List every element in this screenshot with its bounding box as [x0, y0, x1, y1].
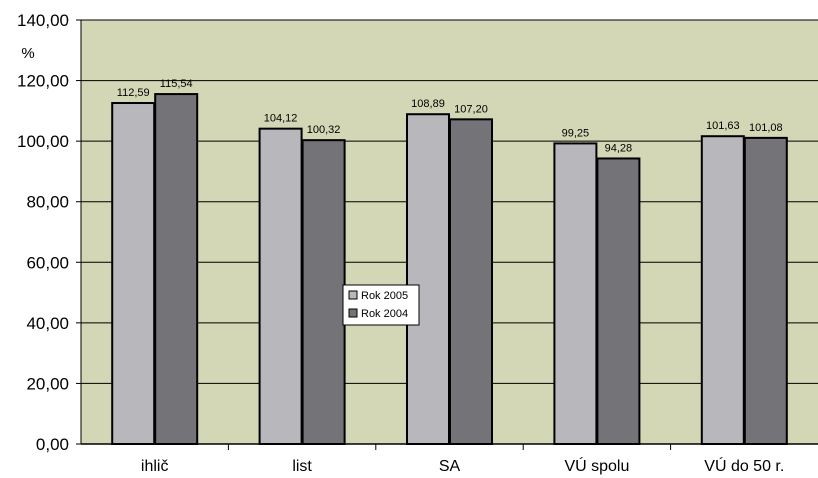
data-label: 101,63 — [706, 120, 740, 132]
bar — [301, 139, 346, 446]
data-label: 104,12 — [264, 113, 298, 125]
bar — [700, 135, 745, 445]
x-tick-label: SA — [439, 458, 461, 475]
x-tick-label: ihlič — [141, 458, 169, 475]
legend: Rok 2005 Rok 2004 — [342, 284, 420, 326]
bar — [154, 93, 199, 445]
bars: 112,59 115,54 104,12 100,32 108,89 107,20 99,2… — [111, 78, 788, 446]
y-tick-label: 80,00 — [26, 193, 69, 212]
data-label: 100,32 — [307, 124, 341, 136]
bar — [596, 157, 641, 445]
bar — [743, 136, 788, 445]
y-tick-label: 0,00 — [36, 435, 69, 454]
data-label: 112,59 — [117, 87, 150, 99]
x-tick-label: list — [292, 458, 312, 475]
legend-label-rok-2005: Rok 2005 — [361, 290, 408, 302]
y-tick-label: 140,00 — [17, 11, 69, 30]
y-tick-label: 100,00 — [17, 132, 69, 151]
y-tick-label: 120,00 — [17, 72, 69, 91]
y-axis-unit-label: % — [21, 45, 34, 62]
legend-swatch-rok-2004 — [348, 308, 358, 318]
y-axis: 0,00 20,00 40,00 60,00 80,00 100,00 120,00 140,… — [17, 11, 82, 454]
data-label: 94,28 — [605, 142, 633, 154]
legend-swatch-rok-2005 — [348, 290, 358, 300]
bar — [406, 113, 450, 445]
data-label: 101,08 — [749, 122, 783, 134]
bar — [553, 142, 598, 446]
bar — [258, 127, 303, 446]
y-tick-label: 20,00 — [26, 374, 69, 393]
x-tick-label: VÚ do 50 r. — [704, 456, 784, 475]
data-label: 108,89 — [411, 98, 445, 110]
y-tick-label: 60,00 — [26, 253, 69, 272]
x-tick-label: VÚ spolu — [564, 456, 629, 475]
data-label: 107,20 — [454, 103, 488, 115]
y-tick-label: 40,00 — [26, 314, 69, 333]
x-axis: ihlič list SA VÚ spolu VÚ do 50 r. — [81, 443, 818, 475]
legend-label-rok-2004: Rok 2004 — [361, 308, 408, 320]
bar — [111, 102, 156, 445]
data-label: 115,54 — [160, 78, 193, 90]
bar — [449, 118, 493, 446]
data-label: 99,25 — [562, 127, 590, 139]
